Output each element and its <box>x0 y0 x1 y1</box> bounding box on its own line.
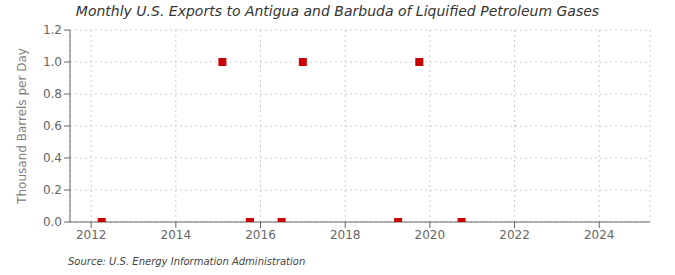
html-text:Source: U.S. Energy Informatio: Source: U.S. Energy Information Administ… <box>68 256 306 267</box>
svg-text:2012: 2012 <box>76 228 107 242</box>
svg-text:2022: 2022 <box>499 228 530 242</box>
svg-text:0.4: 0.4 <box>43 151 62 165</box>
svg-text:0.2: 0.2 <box>43 183 62 197</box>
svg-text:1.2: 1.2 <box>43 23 62 37</box>
svg-text:0.0: 0.0 <box>43 215 62 229</box>
svg-text:0.8: 0.8 <box>43 87 62 101</box>
svg-text:0.6: 0.6 <box>43 119 62 133</box>
html-text:Monthly U.S. Exports to Antigu: Monthly U.S. Exports to Antigua and Barb… <box>75 3 600 19</box>
svg-text:2020: 2020 <box>415 228 446 242</box>
svg-text:1.0: 1.0 <box>43 55 62 69</box>
svg-text:2018: 2018 <box>330 228 361 242</box>
svg-text:2014: 2014 <box>161 228 192 242</box>
svg-text:2024: 2024 <box>584 228 615 242</box>
svg-text:2016: 2016 <box>245 228 276 242</box>
svg-text:Thousand Barrels per Day: Thousand Barrels per Day <box>15 48 29 205</box>
